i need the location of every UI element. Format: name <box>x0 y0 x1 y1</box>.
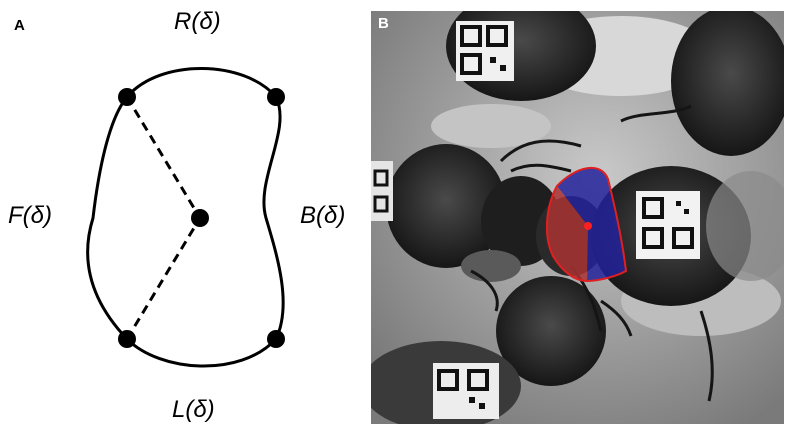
qr-tag <box>456 21 514 81</box>
point-back-top <box>267 88 285 106</box>
point-front-top <box>118 88 136 106</box>
qr-tag <box>433 363 499 419</box>
point-back-bottom <box>267 330 285 348</box>
bee-photo-illustration <box>371 11 784 424</box>
sector-center-dot <box>584 222 592 230</box>
bee-body <box>671 11 784 156</box>
point-front-bottom <box>118 330 136 348</box>
label-left-side: L(δ) <box>172 396 215 423</box>
bee-wing <box>706 171 784 281</box>
bee-legs <box>470 104 714 402</box>
radius-dashed-line-lower <box>125 217 202 340</box>
front-sector <box>546 186 588 281</box>
label-back-side: B(δ) <box>300 202 346 229</box>
bee-body <box>496 276 606 386</box>
bee-body <box>461 250 521 282</box>
sector-outline <box>545 166 628 283</box>
qr-tag <box>636 191 700 259</box>
bee-photo <box>371 11 784 424</box>
panel-a-letter: A <box>14 17 25 34</box>
sector-overlay <box>545 166 628 283</box>
body-outline <box>86 67 285 368</box>
panel-b-letter: B <box>378 15 389 32</box>
label-right-side: R(δ) <box>174 8 221 35</box>
background-light-patch <box>431 104 551 148</box>
radius-dashed-line-upper <box>125 96 202 219</box>
bee-body-schematic <box>86 67 285 368</box>
qr-tag <box>371 161 393 221</box>
bee-body <box>386 144 506 268</box>
label-front-side: F(δ) <box>8 202 52 229</box>
point-center <box>191 209 209 227</box>
